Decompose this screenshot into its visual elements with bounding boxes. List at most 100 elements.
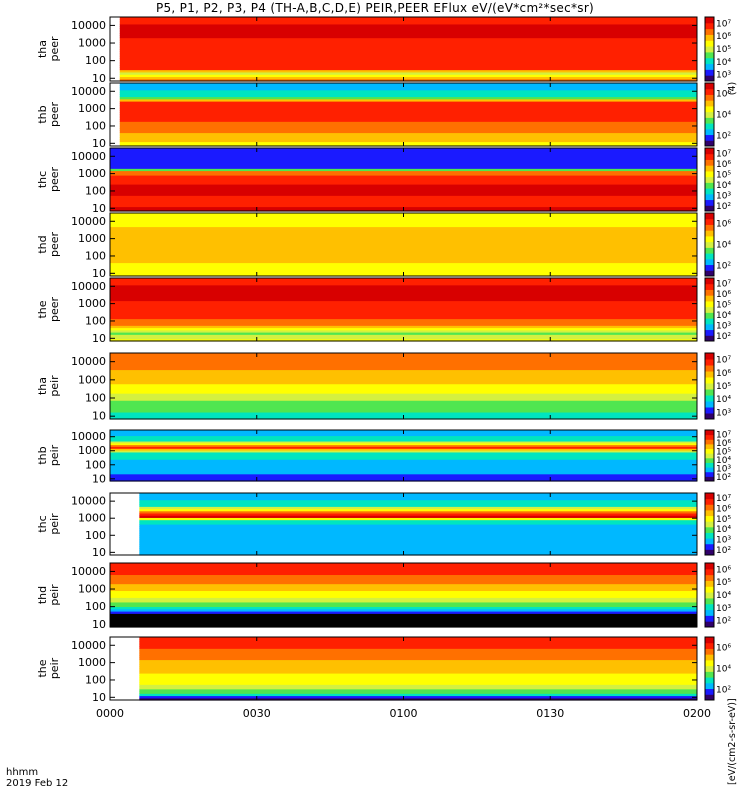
spectrogram-band	[110, 440, 697, 444]
colorbar-swatch	[705, 170, 714, 178]
colorbar-unit-top: (4)	[727, 81, 738, 96]
colorbar-swatch	[705, 538, 714, 545]
spectrogram-band	[139, 679, 698, 683]
colorbar-tick-label: 10⁶	[716, 220, 731, 230]
spectrogram-band	[110, 228, 697, 232]
colorbar-swatch	[705, 75, 714, 82]
colorbar-tick-label: 10²	[716, 546, 731, 556]
spectrogram-band	[139, 655, 698, 658]
colorbar-tick-label: 10⁴	[716, 181, 731, 191]
spectrogram-band	[110, 334, 697, 338]
colorbar-swatch	[705, 230, 714, 237]
spectrogram-band	[139, 499, 698, 503]
colorbar-swatch	[705, 17, 714, 24]
y-tick-label: 10	[92, 691, 106, 704]
colorbar-tick-label: 10³	[716, 604, 731, 614]
spectrogram-band	[139, 550, 698, 554]
spectrogram-band	[110, 154, 697, 158]
y-tick-label: 100	[85, 249, 106, 262]
spectrogram-band	[119, 125, 698, 129]
figure-title: P5, P1, P2, P3, P4 (TH-A,B,C,D,E) PEIR,P…	[155, 1, 595, 15]
spectrogram-band	[110, 404, 697, 408]
panel-thb_peer: 10 100 1000 10000 thb peer 10² 10⁴ 10⁶	[36, 82, 731, 150]
spectrogram-band	[110, 459, 697, 462]
spectrogram-band	[110, 267, 697, 270]
spectrogram-band	[139, 504, 698, 507]
y-tick-label: 1000	[78, 232, 106, 245]
spectrogram-band	[119, 98, 698, 102]
colorbar-swatch	[705, 526, 714, 533]
spectrogram-band	[110, 323, 697, 326]
y-tick-label: 1000	[78, 583, 106, 596]
spectrogram-band	[110, 168, 697, 172]
spectrogram-band	[110, 159, 697, 163]
spectrogram-band	[119, 26, 698, 30]
spectrogram-band	[110, 231, 697, 234]
spectrogram-band	[139, 524, 698, 527]
spectrogram-band	[139, 684, 698, 688]
spectrogram-band	[110, 320, 697, 324]
colorbar-tick-label: 10⁵	[716, 382, 731, 392]
spectrogram-band	[139, 541, 698, 545]
spectrogram-band	[119, 44, 698, 48]
y-axis-label: peer	[48, 102, 61, 128]
spectrogram-band	[110, 569, 697, 573]
spectrogram-band	[110, 606, 697, 610]
spectrogram-band	[119, 119, 698, 122]
spectrogram-band	[110, 217, 697, 221]
x-tick-label: 0130	[536, 707, 564, 720]
spectrogram-band	[110, 184, 697, 187]
colorbar-swatch	[705, 504, 714, 511]
spectrogram-band	[110, 311, 697, 315]
colorbar: 10³ 10⁴ 10⁵ 10⁶ 10⁷	[704, 352, 731, 420]
colorbar-frame	[704, 277, 715, 342]
colorbar-swatch	[705, 69, 714, 76]
colorbar-swatch	[705, 359, 714, 366]
spectrogram-band	[110, 195, 697, 199]
spectrogram-band	[119, 39, 698, 43]
y-tick-label: 10000	[71, 495, 106, 508]
y-tick-label: 10000	[71, 19, 106, 32]
colorbar-swatch	[705, 521, 714, 528]
colorbar-swatch	[705, 453, 714, 459]
spectrogram-band	[119, 143, 698, 147]
spectrogram-band	[110, 411, 697, 415]
y-tick-label: 100	[85, 529, 106, 542]
colorbar-swatch	[705, 476, 714, 482]
spectrogram-band	[119, 71, 698, 75]
colorbar-swatch	[705, 659, 714, 667]
colorbar-swatch	[705, 682, 714, 690]
spectrogram-band	[110, 264, 697, 268]
spectrogram-band	[110, 371, 697, 375]
spectrogram-band	[110, 186, 697, 190]
spectrogram-band	[110, 362, 697, 366]
colorbar-swatch	[705, 597, 714, 605]
y-axis-label: tha	[36, 377, 49, 395]
spectrogram-band	[139, 530, 698, 534]
colorbar-swatch	[705, 603, 714, 611]
spectrogram-band	[119, 107, 698, 111]
y-tick-label: 10	[92, 618, 106, 631]
colorbar-swatch	[705, 165, 714, 172]
y-axis-label: peir	[48, 444, 61, 466]
spectrogram-band	[119, 74, 698, 78]
spectrogram-band	[119, 33, 698, 36]
spectrogram-band	[110, 296, 697, 299]
spectrogram-band	[110, 242, 697, 246]
x-tick-label: 0100	[390, 707, 418, 720]
colorbar-swatch	[705, 213, 714, 220]
spectrogram-band	[110, 620, 697, 624]
colorbar-tick-label: 10⁷	[716, 279, 731, 289]
spectrogram-band	[110, 464, 697, 468]
colorbar-swatch	[705, 532, 714, 539]
spectrogram-band	[139, 539, 698, 543]
spectrogram-band	[110, 199, 697, 203]
y-tick-label: 10000	[71, 215, 106, 228]
spectrogram-band	[139, 652, 698, 656]
spectrogram-band	[139, 650, 698, 654]
colorbar-swatch	[705, 383, 714, 390]
spectrogram-band	[110, 327, 697, 331]
spectrogram-band	[110, 181, 697, 185]
spectrogram-band	[110, 163, 697, 167]
y-axis-label: the	[36, 300, 49, 318]
